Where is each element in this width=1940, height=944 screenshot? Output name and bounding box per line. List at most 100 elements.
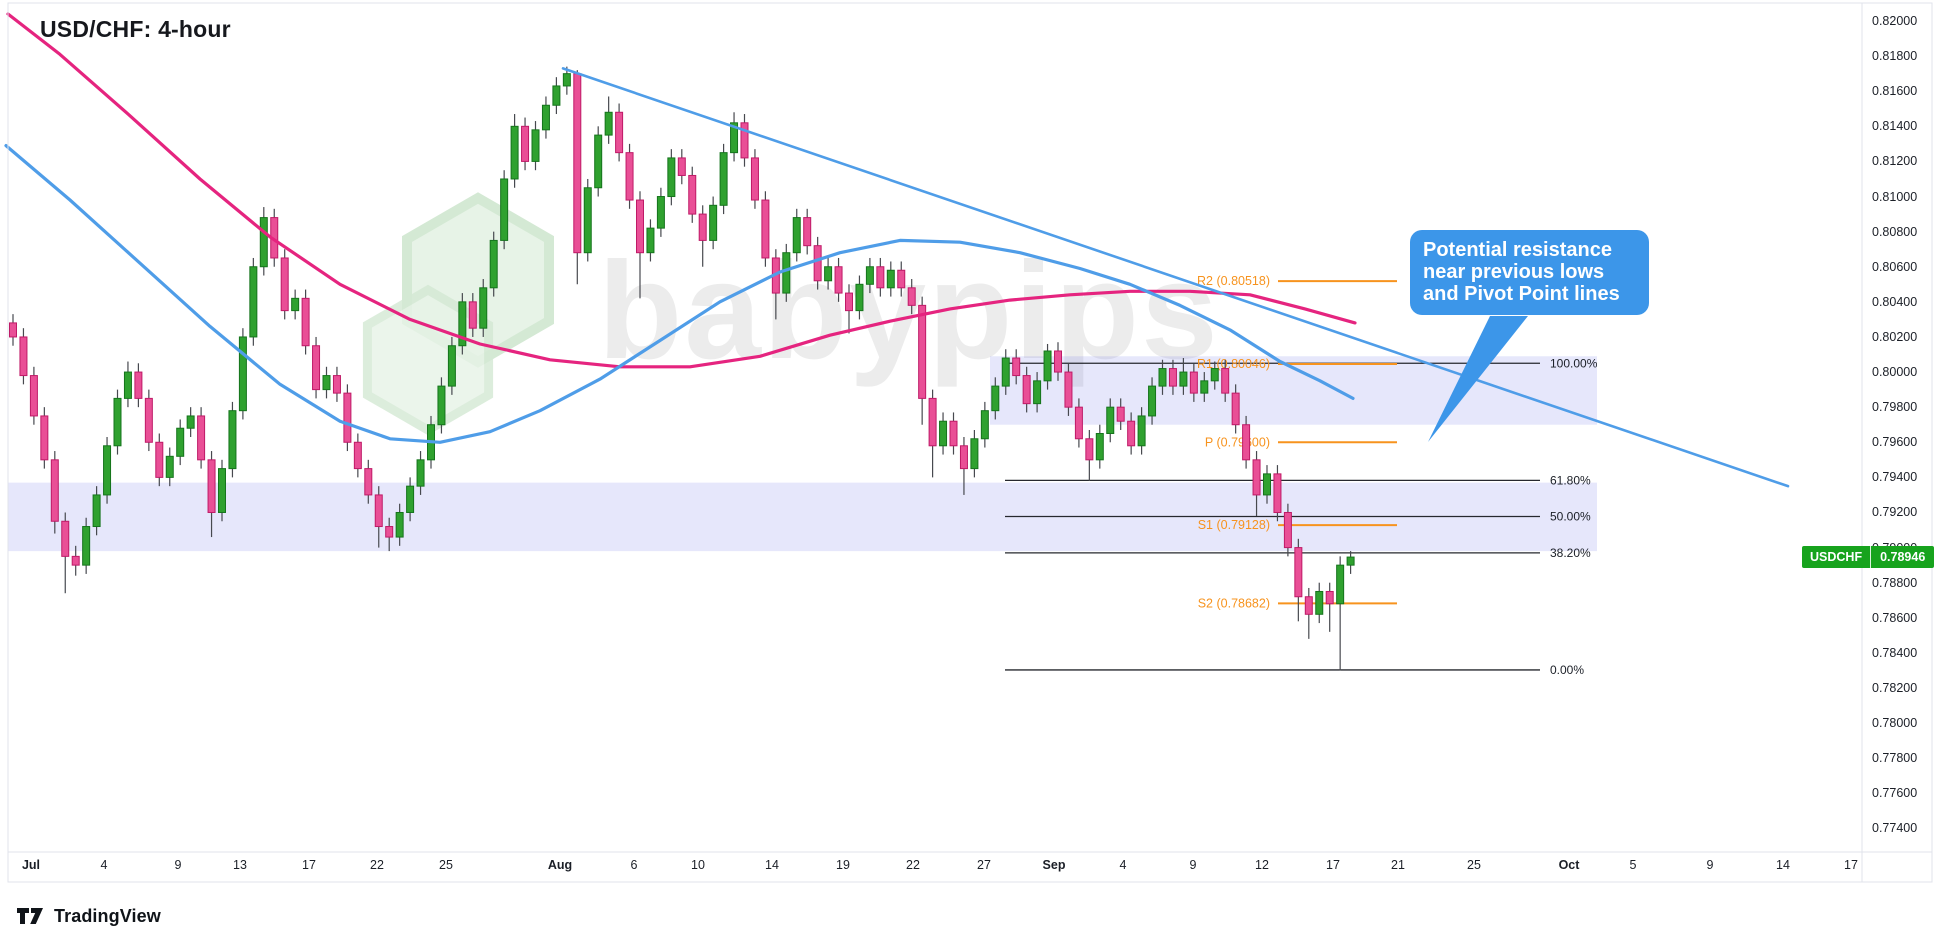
candle-body	[61, 520, 70, 557]
pivot-label: S2 (0.78682)	[1198, 596, 1270, 610]
candle-body	[625, 152, 634, 201]
candle-body	[552, 85, 561, 106]
fib-level-label: 50.00%	[1550, 510, 1591, 524]
candle-body	[918, 304, 927, 399]
time-axis-day-label: 17	[302, 858, 316, 872]
candle-body	[437, 385, 446, 426]
candle-body	[468, 301, 477, 329]
candle-body	[71, 555, 80, 566]
candle-body	[144, 397, 153, 443]
price-axis-label: 0.78400	[1872, 645, 1918, 660]
candle-body	[583, 187, 592, 254]
time-axis-day-label: 21	[1391, 858, 1405, 872]
price-axis-label: 0.80600	[1872, 259, 1918, 274]
candle-body	[677, 157, 686, 176]
candle-body	[970, 438, 979, 470]
babypips-watermark-logo	[362, 192, 554, 436]
candle-body	[688, 174, 697, 215]
time-axis-day-label: 22	[370, 858, 384, 872]
time-axis-day-label: 27	[977, 858, 991, 872]
candle-body	[897, 269, 906, 289]
price-axis-label: 0.79800	[1872, 400, 1918, 415]
candle-body	[364, 468, 373, 496]
candle-body	[1148, 385, 1157, 417]
candle-body	[301, 297, 310, 347]
price-axis-label: 0.82000	[1872, 14, 1918, 28]
candle-body	[1116, 406, 1125, 422]
candle-body	[1054, 350, 1062, 373]
candle-body	[834, 266, 843, 294]
time-axis-day-label: 17	[1844, 858, 1858, 872]
time-axis-day-label: 9	[174, 858, 182, 872]
price-axis-label: 0.78600	[1872, 610, 1918, 625]
candle-body	[29, 375, 38, 417]
candle-body	[792, 217, 801, 254]
time-axis-day-label: 4	[100, 858, 108, 872]
callout-line-1: Potential resistance	[1423, 239, 1612, 261]
fib-level-label: 61.80%	[1550, 473, 1591, 487]
time-axis-day-label: 9	[1189, 858, 1197, 872]
candle-body	[40, 415, 49, 461]
annotation-callout[interactable]: Potential resistance near previous lows …	[1410, 230, 1649, 315]
price-axis-label: 0.77800	[1872, 751, 1918, 766]
time-axis-month-label: Oct	[1558, 858, 1580, 872]
candle-body	[228, 410, 237, 470]
candle-body	[19, 336, 28, 377]
candle-body	[939, 420, 948, 447]
candle-body	[123, 371, 132, 399]
price-axis-label: 0.80200	[1872, 329, 1918, 344]
candle-body	[458, 301, 467, 347]
callout-tail	[1428, 316, 1528, 442]
ma-pink-line	[6, 12, 1357, 369]
candle-body	[343, 392, 352, 443]
candle-body	[1304, 596, 1313, 615]
time-axis-day-label: 17	[1326, 858, 1340, 872]
price-axis-label: 0.80800	[1872, 224, 1918, 239]
tradingview-glyph-icon	[17, 908, 43, 924]
time-axis-day-label: 9	[1706, 858, 1714, 872]
candle-body	[615, 111, 624, 154]
candle-body	[1210, 368, 1219, 382]
candle-body	[385, 526, 394, 538]
time-axis-day-label: 14	[765, 858, 779, 872]
candle-body	[803, 217, 812, 247]
candle-body	[949, 420, 958, 447]
watermark-hexagon	[362, 284, 494, 436]
candle-body	[1294, 547, 1303, 598]
time-axis-day-label: 10	[691, 858, 705, 872]
candle-body	[1283, 511, 1292, 549]
candle-body	[447, 345, 456, 387]
candle-body	[865, 266, 874, 285]
price-axis-label: 0.77400	[1872, 821, 1918, 836]
time-axis-month-label: Aug	[547, 858, 573, 872]
candle-body	[395, 511, 404, 538]
candle-body	[353, 441, 362, 470]
candle-body	[489, 239, 498, 289]
candle-body	[406, 485, 415, 513]
candle-body	[280, 257, 289, 312]
tradingview-attribution[interactable]: TradingView	[16, 903, 161, 929]
candle-body	[312, 345, 321, 391]
last-price-badge: USDCHF 0.78946	[1802, 546, 1935, 568]
price-axis-label: 0.78000	[1872, 716, 1918, 731]
candle-body	[186, 415, 195, 429]
candle-body	[594, 134, 603, 189]
candle-body	[1168, 368, 1177, 387]
candle-body	[1315, 590, 1324, 615]
candle-body	[521, 125, 530, 162]
fib-level-label: 0.00%	[1550, 663, 1584, 677]
candle-body	[1189, 371, 1198, 394]
candle-body	[197, 415, 206, 461]
candle-body	[698, 213, 707, 241]
candle-body	[479, 287, 488, 329]
pivot-label: P (0.79600)	[1205, 435, 1270, 449]
candle-body	[667, 157, 676, 198]
descending-trendline	[561, 67, 1790, 488]
candle-body	[416, 459, 425, 487]
candle-body	[730, 122, 739, 154]
candle-body	[876, 266, 885, 289]
ma-blue-line	[4, 144, 1355, 444]
candle-body	[259, 217, 268, 268]
